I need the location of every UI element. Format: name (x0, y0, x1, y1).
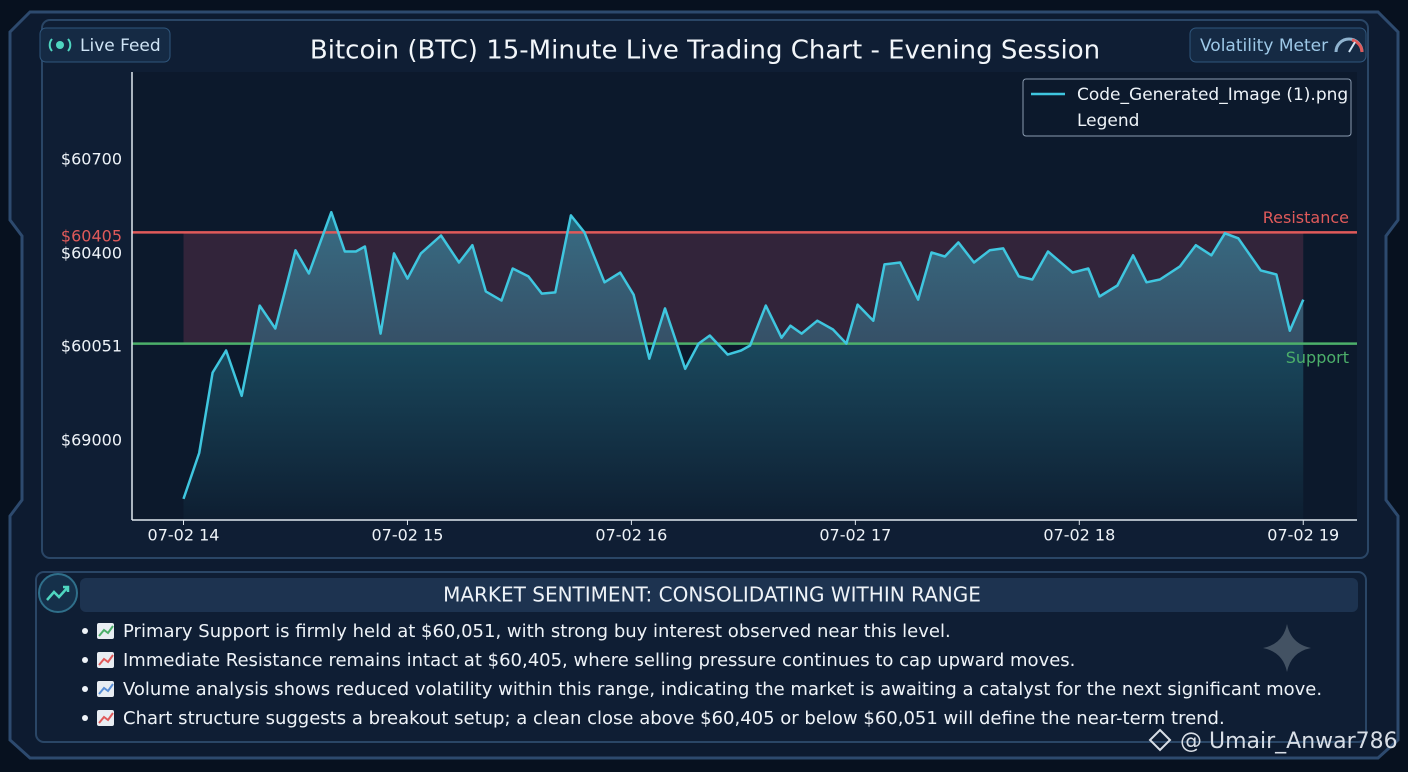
y-tick-label: $69000 (61, 431, 122, 450)
gauge-needle (1348, 41, 1356, 53)
area (183, 212, 1304, 520)
x-tick-label: 07-02 15 (371, 526, 443, 545)
volatility-label[interactable]: Volatility Meter (1200, 36, 1328, 56)
live-icon (56, 41, 64, 49)
bullet-dot (82, 628, 88, 634)
y-tick-label: $60051 (61, 337, 122, 356)
bullet-text: Chart structure suggests a breakout setu… (123, 708, 1225, 729)
x-tick-label: 07-02 17 (819, 526, 891, 545)
bullet-icon-mark (98, 625, 114, 637)
watermark: @ Umair_Anwar786 (1180, 729, 1398, 754)
watermark-icon (1148, 728, 1172, 752)
x-tick-label: 07-02 16 (595, 526, 667, 545)
x-tick-label: 07-02 18 (1043, 526, 1115, 545)
x-tick-label: 07-02 14 (148, 526, 220, 545)
bullet-text: Primary Support is firmly held at $60,05… (123, 621, 951, 642)
chart-title: Bitcoin (BTC) 15-Minute Live Trading Cha… (310, 36, 1100, 66)
y-tick-label: $60400 (61, 244, 122, 263)
gauge-icon-red (1351, 38, 1364, 53)
bullet-list: Primary Support is firmly held at $60,05… (82, 621, 1322, 729)
legend (1022, 78, 1352, 137)
y-tick-label: $60405 (61, 227, 122, 246)
live-feed-badge[interactable] (39, 27, 171, 63)
live-feed-label[interactable]: Live Feed (80, 36, 161, 56)
bullet-icon-mark (98, 654, 114, 666)
bullet-text: Volume analysis shows reduced volatility… (123, 679, 1322, 700)
sentiment-title: MARKET SENTIMENT: CONSOLIDATING WITHIN R… (443, 583, 981, 607)
bullet-icon-mark (98, 712, 114, 724)
live-icon-waves (48, 38, 72, 52)
sentiment-panel (35, 571, 1367, 743)
reference-label: Support (1286, 348, 1349, 367)
bullet-icon-mark (98, 683, 114, 695)
legend-label[interactable]: Code_Generated_Image (1).png (1077, 85, 1348, 105)
trend-icon (46, 585, 70, 601)
price-line (182, 210, 1305, 500)
volatility-badge[interactable] (1189, 27, 1367, 63)
sentiment-header (80, 578, 1358, 612)
x-tick-label: 07-02 19 (1267, 526, 1339, 545)
bullet-dot (82, 657, 88, 663)
legend-note: Legend (1077, 111, 1139, 131)
sentiment-icon (38, 573, 78, 613)
reference-label: Resistance (1263, 208, 1349, 227)
sparkle-icon (1263, 624, 1311, 672)
bullet-text: Immediate Resistance remains intact at $… (123, 650, 1075, 671)
bullet-dot (82, 686, 88, 692)
bullet-dot (82, 715, 88, 721)
plot: Resistance Support 07-02 14 07-02 15 07-02 1… (61, 150, 1357, 545)
y-tick-label: $60700 (61, 150, 122, 169)
